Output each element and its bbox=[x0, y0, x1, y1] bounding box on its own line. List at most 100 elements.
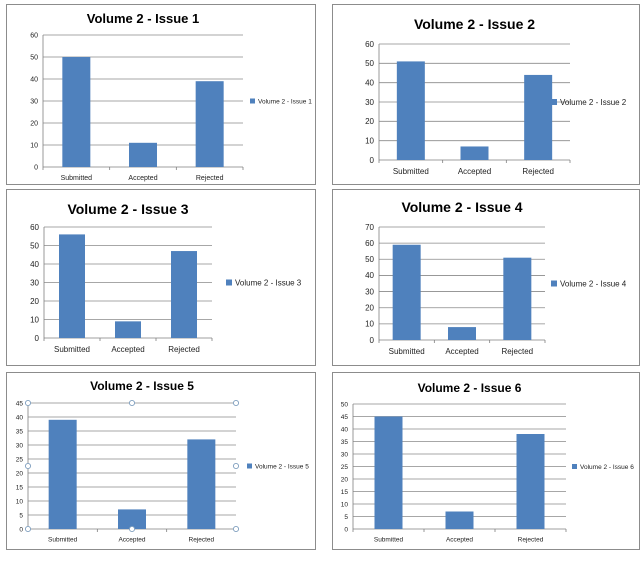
y-tick-label: 45 bbox=[341, 414, 349, 421]
bar-submitted[interactable] bbox=[48, 419, 77, 529]
bar-rejected[interactable] bbox=[195, 81, 224, 167]
y-tick-label: 45 bbox=[16, 400, 24, 407]
legend-swatch bbox=[572, 464, 577, 469]
category-label: Submitted bbox=[61, 175, 93, 182]
y-tick-label: 0 bbox=[19, 526, 23, 533]
chart-panel-issue-1[interactable]: Volume 2 - Issue 1 0 10 20 30 40 50 60 Submitted… bbox=[6, 4, 316, 185]
y-tick-label: 20 bbox=[30, 120, 38, 127]
bar-rejected[interactable] bbox=[187, 439, 216, 529]
y-tick-label: 20 bbox=[365, 304, 374, 313]
category-label: Accepted bbox=[458, 167, 491, 176]
y-tick-label: 50 bbox=[365, 255, 374, 264]
legend-swatch bbox=[247, 463, 252, 469]
chart-title: Volume 2 - Issue 4 bbox=[401, 199, 522, 215]
y-tick-label: 0 bbox=[34, 164, 38, 171]
chart-title: Volume 2 - Issue 6 bbox=[418, 381, 522, 395]
y-tick-label: 30 bbox=[341, 451, 349, 458]
y-tick-label: 40 bbox=[30, 260, 39, 269]
bar-chart: Volume 2 - Issue 4 0 10 20 30 40 50 60 70 Submitt… bbox=[365, 199, 627, 356]
category-label: Rejected bbox=[502, 347, 534, 356]
y-tick-label: 40 bbox=[365, 78, 374, 87]
y-tick-label: 40 bbox=[341, 426, 349, 433]
selection-handle[interactable] bbox=[232, 462, 240, 470]
selection-handle[interactable] bbox=[128, 525, 136, 533]
y-tick-label: 40 bbox=[16, 414, 24, 421]
bar-rejected[interactable] bbox=[171, 251, 197, 338]
y-tick-label: 40 bbox=[365, 271, 374, 280]
bar-rejected[interactable] bbox=[516, 434, 545, 529]
chart-panel-issue-6[interactable]: Volume 2 - Issue 6 0 5 10 15 20 25 30 35 40 45 50 Su… bbox=[332, 372, 640, 550]
category-label: Rejected bbox=[518, 537, 544, 544]
y-tick-label: 60 bbox=[30, 223, 39, 232]
y-tick-label: 35 bbox=[341, 439, 349, 446]
legend-swatch bbox=[551, 280, 557, 287]
bar-submitted[interactable] bbox=[396, 61, 425, 160]
chart-title: Volume 2 - Issue 3 bbox=[67, 201, 188, 217]
legend-swatch bbox=[551, 99, 557, 105]
bar-submitted[interactable] bbox=[62, 57, 91, 167]
y-tick-label: 50 bbox=[30, 54, 38, 61]
selection-handle[interactable] bbox=[232, 525, 240, 533]
bar-accepted[interactable] bbox=[448, 327, 476, 340]
y-tick-label: 5 bbox=[344, 514, 348, 521]
y-tick-label: 15 bbox=[341, 489, 349, 496]
y-tick-label: 0 bbox=[370, 156, 375, 165]
bar-chart: Volume 2 - Issue 2 0 10 20 30 40 50 60 Submitted… bbox=[365, 16, 627, 176]
bar-accepted[interactable] bbox=[445, 511, 474, 530]
bar-submitted[interactable] bbox=[392, 244, 421, 340]
y-tick-label: 20 bbox=[16, 470, 24, 477]
category-label: Submitted bbox=[54, 345, 90, 354]
y-tick-label: 70 bbox=[365, 223, 374, 232]
category-label: Accepted bbox=[128, 175, 157, 182]
selection-handle[interactable] bbox=[232, 399, 240, 407]
y-tick-label: 25 bbox=[16, 456, 24, 463]
category-label: Accepted bbox=[111, 345, 144, 354]
bar-accepted[interactable] bbox=[118, 509, 146, 529]
category-label: Submitted bbox=[389, 347, 425, 356]
bar-chart: Volume 2 - Issue 6 0 5 10 15 20 25 30 35 40 45 50 Su… bbox=[341, 381, 634, 544]
y-tick-label: 0 bbox=[370, 336, 375, 345]
y-tick-label: 10 bbox=[30, 315, 39, 324]
bar-chart: Volume 2 - Issue 1 0 10 20 30 40 50 60 Submitted… bbox=[30, 11, 312, 182]
legend-label: Volume 2 - Issue 6 bbox=[580, 464, 634, 471]
category-label: Submitted bbox=[393, 167, 429, 176]
bar-rejected[interactable] bbox=[524, 74, 553, 160]
y-tick-label: 0 bbox=[344, 526, 348, 533]
category-label: Rejected bbox=[196, 175, 224, 182]
bar-accepted[interactable] bbox=[115, 321, 141, 338]
y-tick-label: 35 bbox=[16, 428, 24, 435]
category-label: Submitted bbox=[48, 537, 78, 544]
selection-handle[interactable] bbox=[24, 462, 32, 470]
bar-submitted[interactable] bbox=[59, 234, 85, 338]
bar-accepted[interactable] bbox=[460, 146, 489, 160]
bar-accepted[interactable] bbox=[129, 142, 157, 167]
chart-panel-issue-3[interactable]: Volume 2 - Issue 3 0 10 20 30 40 50 60 Submitted… bbox=[6, 189, 316, 366]
legend-label: Volume 2 - Issue 4 bbox=[560, 279, 627, 288]
category-label: Rejected bbox=[189, 537, 215, 544]
y-tick-label: 10 bbox=[16, 498, 24, 505]
legend-label: Volume 2 - Issue 1 bbox=[258, 98, 312, 105]
selection-handle[interactable] bbox=[24, 525, 32, 533]
category-label: Submitted bbox=[374, 537, 404, 544]
chart-panel-issue-2[interactable]: Volume 2 - Issue 2 0 10 20 30 40 50 60 Submitted… bbox=[332, 4, 640, 185]
legend-label: Volume 2 - Issue 3 bbox=[235, 278, 302, 287]
y-tick-label: 10 bbox=[341, 501, 349, 508]
chart-panel-issue-4[interactable]: Volume 2 - Issue 4 0 10 20 30 40 50 60 70 Submitt… bbox=[332, 189, 640, 366]
category-label: Accepted bbox=[445, 347, 478, 356]
y-tick-label: 20 bbox=[30, 297, 39, 306]
y-tick-label: 30 bbox=[16, 442, 24, 449]
selection-handle[interactable] bbox=[128, 399, 136, 407]
y-tick-label: 0 bbox=[35, 334, 40, 343]
chart-panel-issue-5[interactable]: Volume 2 - Issue 5 0 5 10 15 20 25 30 35 40 45 Subm… bbox=[6, 372, 316, 550]
y-tick-label: 50 bbox=[341, 401, 349, 408]
bar-submitted[interactable] bbox=[374, 416, 403, 530]
y-tick-label: 10 bbox=[30, 142, 38, 149]
bar-rejected[interactable] bbox=[503, 257, 532, 340]
bar-chart: Volume 2 - Issue 3 0 10 20 30 40 50 60 Submitted… bbox=[30, 201, 302, 354]
legend-label: Volume 2 - Issue 5 bbox=[255, 463, 309, 470]
y-tick-label: 10 bbox=[365, 136, 374, 145]
y-tick-label: 60 bbox=[365, 40, 374, 49]
legend-swatch bbox=[250, 98, 255, 104]
selection-handle[interactable] bbox=[24, 399, 32, 407]
y-tick-label: 50 bbox=[365, 59, 374, 68]
